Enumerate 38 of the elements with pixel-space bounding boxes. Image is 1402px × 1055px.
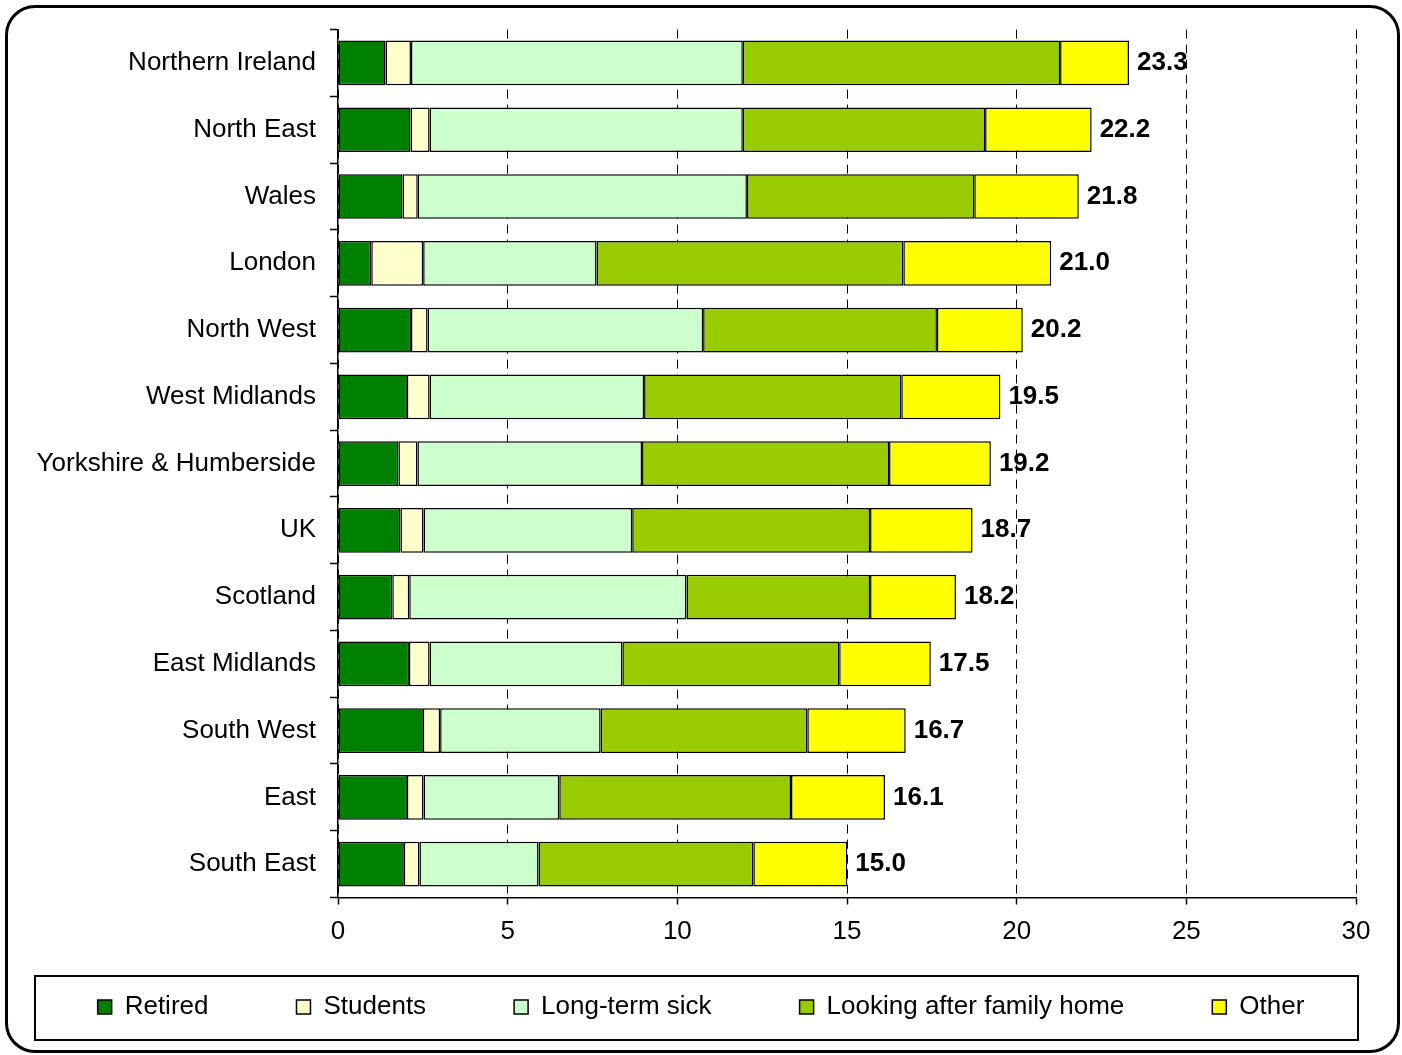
y-tick-label: Scotland — [214, 580, 316, 611]
y-tick-label: London — [229, 246, 316, 277]
total-label: 16.7 — [913, 713, 965, 744]
x-tick-label: 10 — [662, 915, 692, 946]
total-label: 15.0 — [855, 847, 906, 878]
x-tick-label: 5 — [500, 915, 515, 946]
x-tick-label: 0 — [330, 915, 346, 946]
y-tick-label: East — [263, 780, 317, 811]
x-tick-label: 25 — [1171, 915, 1201, 946]
total-label: 23.3 — [1136, 46, 1188, 77]
y-tick-label: East Midlands — [152, 647, 316, 678]
y-tick-label: UK — [279, 513, 317, 544]
y-tick-label: West Midlands — [145, 379, 316, 410]
y-tick-label: Wales — [244, 179, 316, 210]
total-label: 21.8 — [1086, 179, 1138, 210]
legend-label: Long-term sick — [541, 990, 713, 1021]
legend-label: Looking after family home — [826, 990, 1125, 1021]
total-label: 18.7 — [980, 513, 1032, 544]
total-label: 18.2 — [963, 580, 1015, 611]
total-label: 21.0 — [1059, 246, 1110, 277]
y-tick-label: North West — [186, 313, 317, 344]
y-tick-label: South East — [188, 847, 317, 878]
total-label: 19.5 — [1008, 379, 1059, 410]
total-label: 22.2 — [1099, 112, 1151, 143]
y-tick-label: North East — [193, 112, 317, 143]
y-tick-label: Yorkshire & Humberside — [36, 446, 316, 477]
total-label: 17.5 — [938, 647, 990, 678]
x-tick-label: 20 — [1002, 915, 1032, 946]
legend-label: Other — [1239, 990, 1305, 1021]
total-label: 20.2 — [1030, 313, 1082, 344]
total-label: 19.2 — [998, 446, 1050, 477]
y-tick-label: Northern Ireland — [128, 46, 316, 77]
x-tick-label: 30 — [1341, 915, 1371, 946]
x-tick-label: 15 — [832, 915, 862, 946]
legend-label: Students — [323, 990, 427, 1021]
y-tick-label: South West — [182, 713, 317, 744]
total-label: 16.1 — [893, 780, 944, 811]
legend-label: Retired — [124, 990, 209, 1021]
